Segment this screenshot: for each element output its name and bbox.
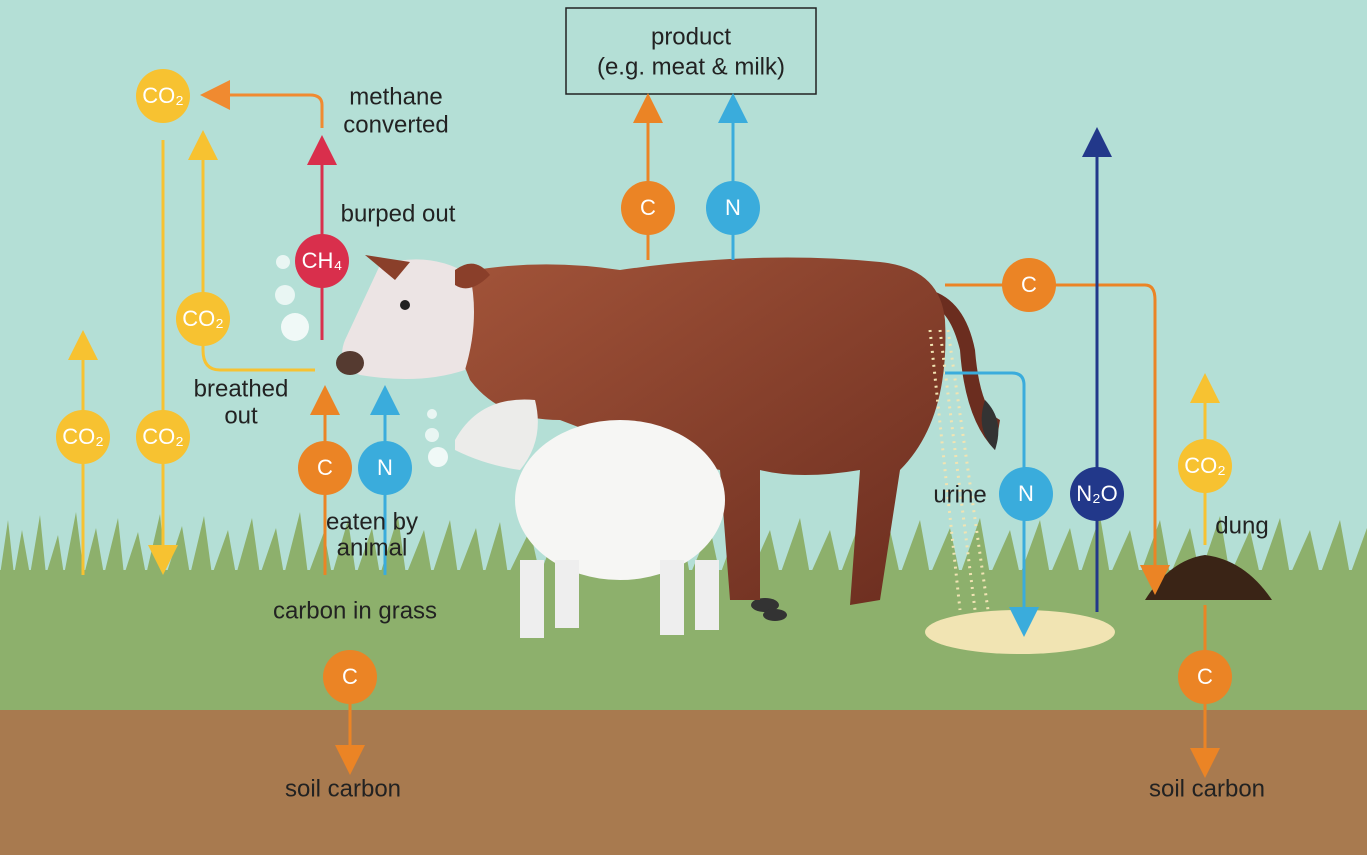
label: soil carbon bbox=[1149, 775, 1265, 802]
scenery bbox=[0, 0, 1367, 855]
node-label: C bbox=[1021, 272, 1037, 297]
node: CO₂ bbox=[176, 292, 230, 346]
node-label: C bbox=[1197, 664, 1213, 689]
node-label: CO₂ bbox=[142, 424, 184, 449]
node: CH₄ bbox=[295, 234, 349, 288]
node: CO₂ bbox=[136, 69, 190, 123]
node-label: N bbox=[725, 195, 741, 220]
label: (e.g. meat & milk) bbox=[597, 53, 785, 80]
node: C bbox=[323, 650, 377, 704]
node: C bbox=[298, 441, 352, 495]
node-label: C bbox=[640, 195, 656, 220]
node-label: CH₄ bbox=[302, 248, 343, 273]
label: burped out bbox=[341, 200, 456, 227]
node-label: C bbox=[317, 455, 333, 480]
label: soil carbon bbox=[285, 775, 401, 802]
node: N bbox=[358, 441, 412, 495]
node: CO₂ bbox=[56, 410, 110, 464]
label: methane bbox=[349, 83, 442, 110]
node-label: C bbox=[342, 664, 358, 689]
node: N₂O bbox=[1070, 467, 1124, 521]
label: eaten by bbox=[326, 508, 418, 535]
node-label: CO₂ bbox=[62, 424, 104, 449]
node: N bbox=[706, 181, 760, 235]
label: product bbox=[651, 23, 731, 50]
label: dung bbox=[1215, 512, 1268, 539]
node-label: N bbox=[377, 455, 393, 480]
node-label: N₂O bbox=[1076, 481, 1118, 506]
node: CO₂ bbox=[136, 410, 190, 464]
label: breathed bbox=[194, 375, 289, 402]
label: animal bbox=[337, 534, 408, 561]
node-label: CO₂ bbox=[182, 306, 224, 331]
label: urine bbox=[933, 481, 986, 508]
node: N bbox=[999, 467, 1053, 521]
label: carbon in grass bbox=[273, 597, 437, 624]
node: C bbox=[621, 181, 675, 235]
node: C bbox=[1178, 650, 1232, 704]
node-label: N bbox=[1018, 481, 1034, 506]
node-label: CO₂ bbox=[142, 83, 184, 108]
label: out bbox=[224, 402, 258, 429]
label: converted bbox=[343, 111, 448, 138]
node: C bbox=[1002, 258, 1056, 312]
node: CO₂ bbox=[1178, 439, 1232, 493]
node-label: CO₂ bbox=[1184, 453, 1226, 478]
diagram: CO₂ CO₂ CO₂ CO₂ CH₄ C N C N C N N₂O CO₂ C C product (e.… bbox=[0, 0, 1367, 855]
